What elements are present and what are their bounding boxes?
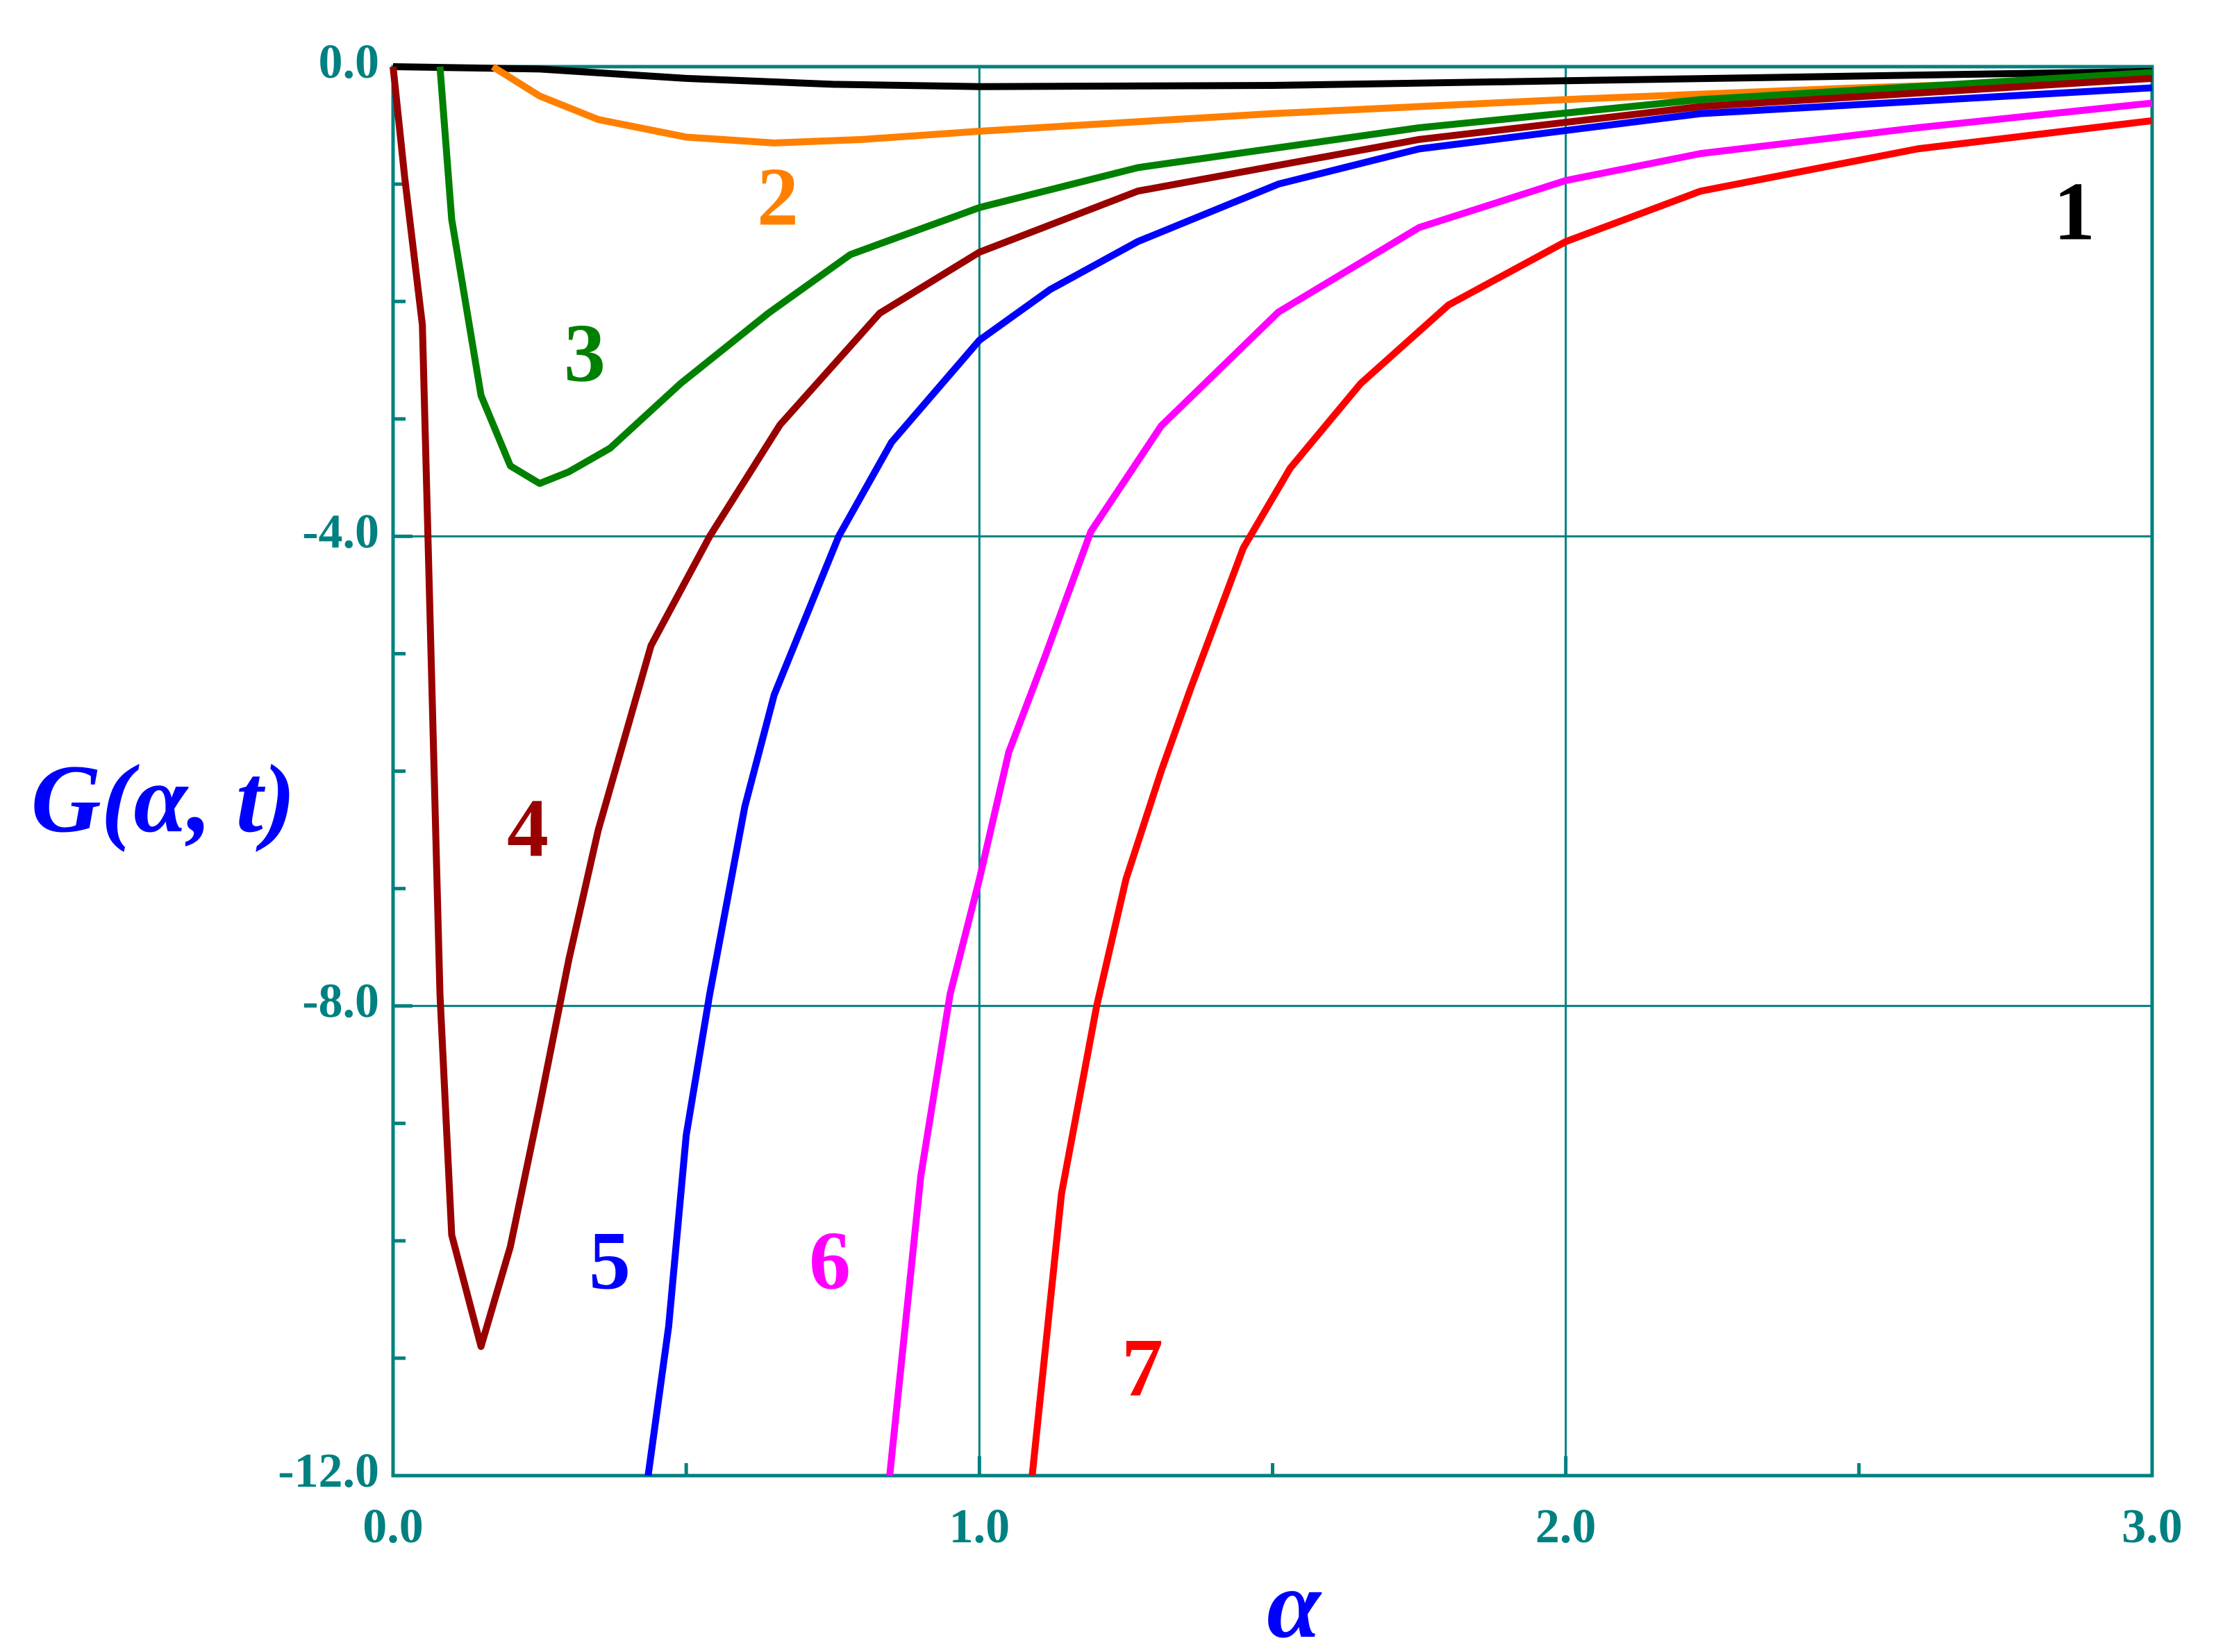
curve-label: 4 — [507, 782, 549, 874]
curve — [392, 63, 2153, 90]
x-tick-label: 2.0 — [1535, 1500, 1597, 1553]
curve-label: 2 — [757, 151, 799, 243]
curve-label: 1 — [2053, 165, 2095, 258]
x-tick-label: 3.0 — [2122, 1500, 2183, 1553]
x-tick-label: 1.0 — [949, 1500, 1010, 1553]
curve-label: 7 — [1122, 1321, 1163, 1414]
curve — [436, 66, 2153, 487]
curve — [886, 99, 2153, 1476]
y-tick-label: 0.0 — [319, 35, 380, 89]
curve-label: 5 — [589, 1215, 631, 1307]
curve-label: 3 — [564, 307, 606, 399]
plot-frame — [391, 65, 2154, 1478]
curve-label: 6 — [809, 1215, 851, 1307]
curve — [490, 63, 2153, 147]
y-axis-title: G(α, t) — [31, 745, 296, 853]
curve — [644, 84, 2153, 1476]
y-tick-label: -8.0 — [302, 975, 379, 1028]
y-tick-label: -12.0 — [278, 1444, 379, 1498]
curve — [1028, 117, 2153, 1476]
y-tick-label: -4.0 — [302, 505, 379, 558]
x-tick-label: 0.0 — [363, 1500, 424, 1553]
curve — [390, 66, 2153, 1351]
x-axis-title: α — [1267, 1551, 1322, 1652]
